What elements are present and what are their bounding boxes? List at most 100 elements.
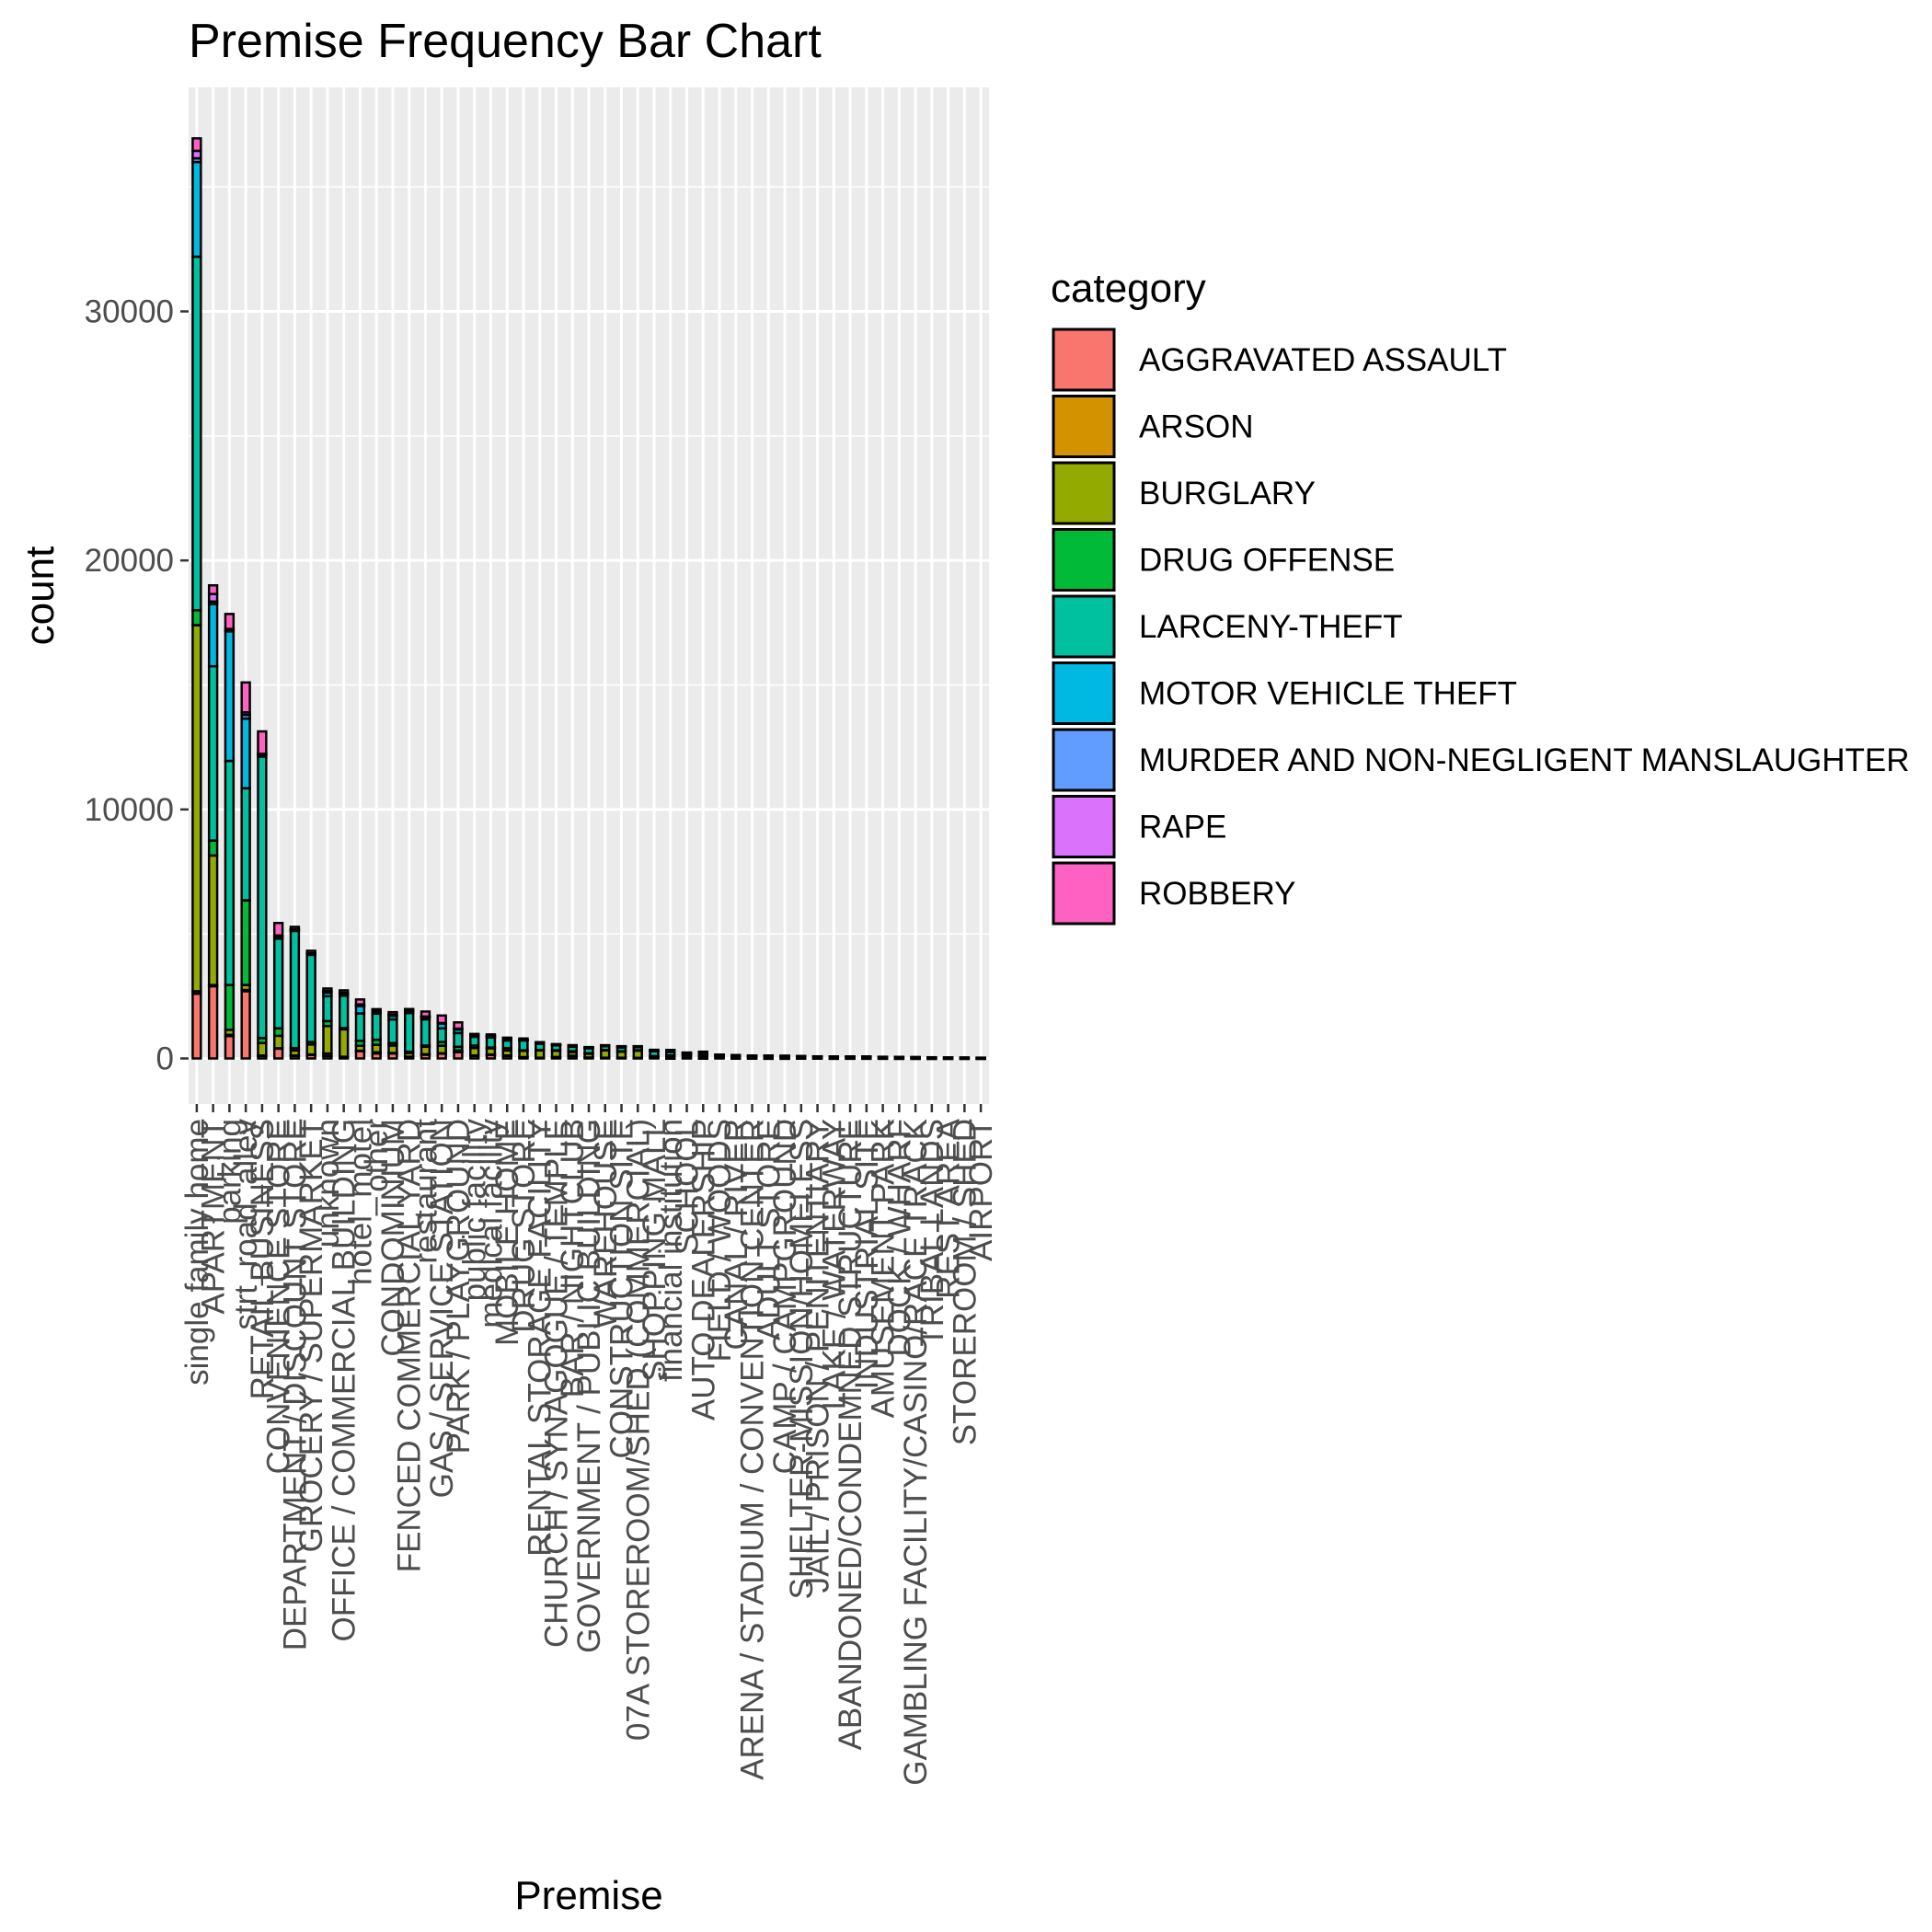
bar-segment <box>191 992 202 1060</box>
legend-label: MURDER AND NON-NEGLIGENT MANSLAUGHTER <box>1139 742 1910 778</box>
y-tick-label: 20000 <box>85 543 174 579</box>
bar-stack <box>436 1014 447 1060</box>
bar-segment <box>811 1054 823 1058</box>
x-tick-label: STOREROOM / SHED <box>947 1119 983 1445</box>
bar-segment <box>191 609 202 627</box>
x-tick-label: TRIBAL LANDS <box>914 1119 950 1347</box>
y-axis-title: count <box>17 546 63 646</box>
x-tick-label: FIELD / WOODS <box>702 1119 738 1362</box>
x-tick-label: CHURCH / SYNAGOGUE / TEMPLE <box>538 1119 574 1648</box>
bar-segment <box>289 926 301 931</box>
x-tick-label: JAIL / PRISON / PENITENTIARY <box>800 1119 836 1593</box>
bar-segment <box>518 1039 529 1052</box>
x-tick-label: REST AREA <box>931 1118 967 1298</box>
legend-item: ROBBERY <box>1052 861 1296 926</box>
bar-stack <box>518 1037 529 1060</box>
x-tick-label: SCHOOL <box>670 1119 706 1255</box>
x-tick-label: FENCED COMMERCIAL YARD <box>392 1119 428 1572</box>
bar-segment <box>207 839 219 857</box>
bar-stack <box>354 998 366 1060</box>
bars-layer <box>191 137 986 1061</box>
bar-segment <box>289 929 301 1050</box>
bar-segment <box>453 1021 464 1030</box>
x-tick-label: hotel_motel <box>342 1119 378 1285</box>
legend-title: category <box>1051 266 1206 311</box>
bar-segment <box>910 1055 921 1059</box>
bar-segment <box>272 937 284 1029</box>
bar-stack <box>550 1042 562 1060</box>
bar-stack <box>272 922 284 1060</box>
bar-stack <box>322 987 333 1060</box>
bar-stack <box>240 681 251 1060</box>
bar-segment <box>485 1036 497 1049</box>
x-tick-label: GAS / SERVICE STATION <box>424 1119 460 1498</box>
x-tick-label: RENTAL STORAGE FACILITY <box>523 1119 558 1557</box>
bar-stack <box>567 1043 578 1060</box>
legend-label: LARCENY-THEFT <box>1139 609 1403 645</box>
bar-stack <box>583 1045 594 1060</box>
x-tick-label: APARTMENT <box>196 1119 232 1315</box>
legend-label: AGGRAVATED ASSAULT <box>1139 342 1507 378</box>
x-tick-label: DEPARTMENT / DISCOUNT STORE <box>277 1119 313 1650</box>
legend: category AGGRAVATED ASSAULT ARSON BURGLARY… <box>1051 266 1910 926</box>
legend-label: BURGLARY <box>1139 476 1316 512</box>
x-tick-label: ADULT STORE <box>751 1119 787 1340</box>
legend-swatch <box>1052 395 1116 458</box>
x-tick-label: ARENA / STADIUM / CONVENTION CENTER <box>735 1119 771 1780</box>
bar-segment <box>354 998 366 1006</box>
bar-segment <box>387 1010 398 1017</box>
x-tick-label: 07A STOREROOM/SHED (COMMERCIAL) <box>620 1119 656 1741</box>
bar-segment <box>942 1056 954 1060</box>
x-tick-label: other <box>359 1119 395 1192</box>
bar-stack <box>338 989 350 1060</box>
y-tick-label: 10000 <box>85 792 174 828</box>
bar-stack <box>730 1053 742 1060</box>
legend-label: ROBBERY <box>1139 876 1296 912</box>
bar-segment <box>615 1044 627 1048</box>
y-tick-label: 0 <box>156 1041 174 1077</box>
bar-segment <box>224 983 236 1031</box>
bar-stack <box>224 613 236 1060</box>
bar-segment <box>272 922 284 937</box>
legend-item: MURDER AND NON-NEGLIGENT MANSLAUGHTER <box>1052 728 1910 792</box>
bar-stack <box>469 1032 480 1060</box>
bar-segment <box>632 1044 643 1048</box>
bar-segment <box>207 984 219 1060</box>
bar-segment <box>583 1045 594 1049</box>
legend-item: DRUG OFFENSE <box>1052 528 1395 592</box>
bar-stack <box>926 1055 937 1061</box>
bar-segment <box>469 1035 480 1047</box>
bar-segment <box>272 1034 284 1050</box>
bar-segment <box>975 1056 986 1060</box>
bar-stack <box>681 1051 693 1060</box>
bar-segment <box>779 1054 790 1058</box>
bar-segment <box>240 990 251 1060</box>
bar-stack <box>501 1036 512 1060</box>
bar-stack <box>845 1055 856 1061</box>
bar-segment <box>485 1033 497 1037</box>
x-tick-label: CONVENIENCE STORE <box>261 1119 297 1474</box>
x-tick-label: CONSTRUCTION SITE <box>604 1119 640 1458</box>
y-axis: 0 10000 20000 30000 <box>85 294 189 1077</box>
bar-segment <box>191 160 202 259</box>
bar-segment <box>257 730 268 755</box>
x-tick-label: BAR / NIGHTCLUB <box>555 1119 591 1397</box>
x-axis-title: Premise <box>514 1873 662 1918</box>
bar-segment <box>404 1011 415 1053</box>
bar-segment <box>191 624 202 993</box>
bar-segment <box>453 1031 464 1049</box>
bar-segment <box>191 137 202 153</box>
bar-segment <box>665 1048 676 1053</box>
legend-label: RAPE <box>1139 810 1226 845</box>
bar-segment <box>535 1041 546 1044</box>
bar-segment <box>436 1014 447 1025</box>
bar-stack <box>535 1041 546 1060</box>
x-tick-label: financial institution <box>653 1119 689 1382</box>
bar-segment <box>240 681 251 714</box>
x-tick-label: DRUG STORE <box>506 1119 542 1333</box>
bar-stack <box>975 1056 986 1061</box>
x-tick-label: INDUSTRIAL SITE <box>849 1119 885 1389</box>
x-tick-label: single family home <box>179 1119 215 1386</box>
bar-stack <box>615 1044 627 1060</box>
